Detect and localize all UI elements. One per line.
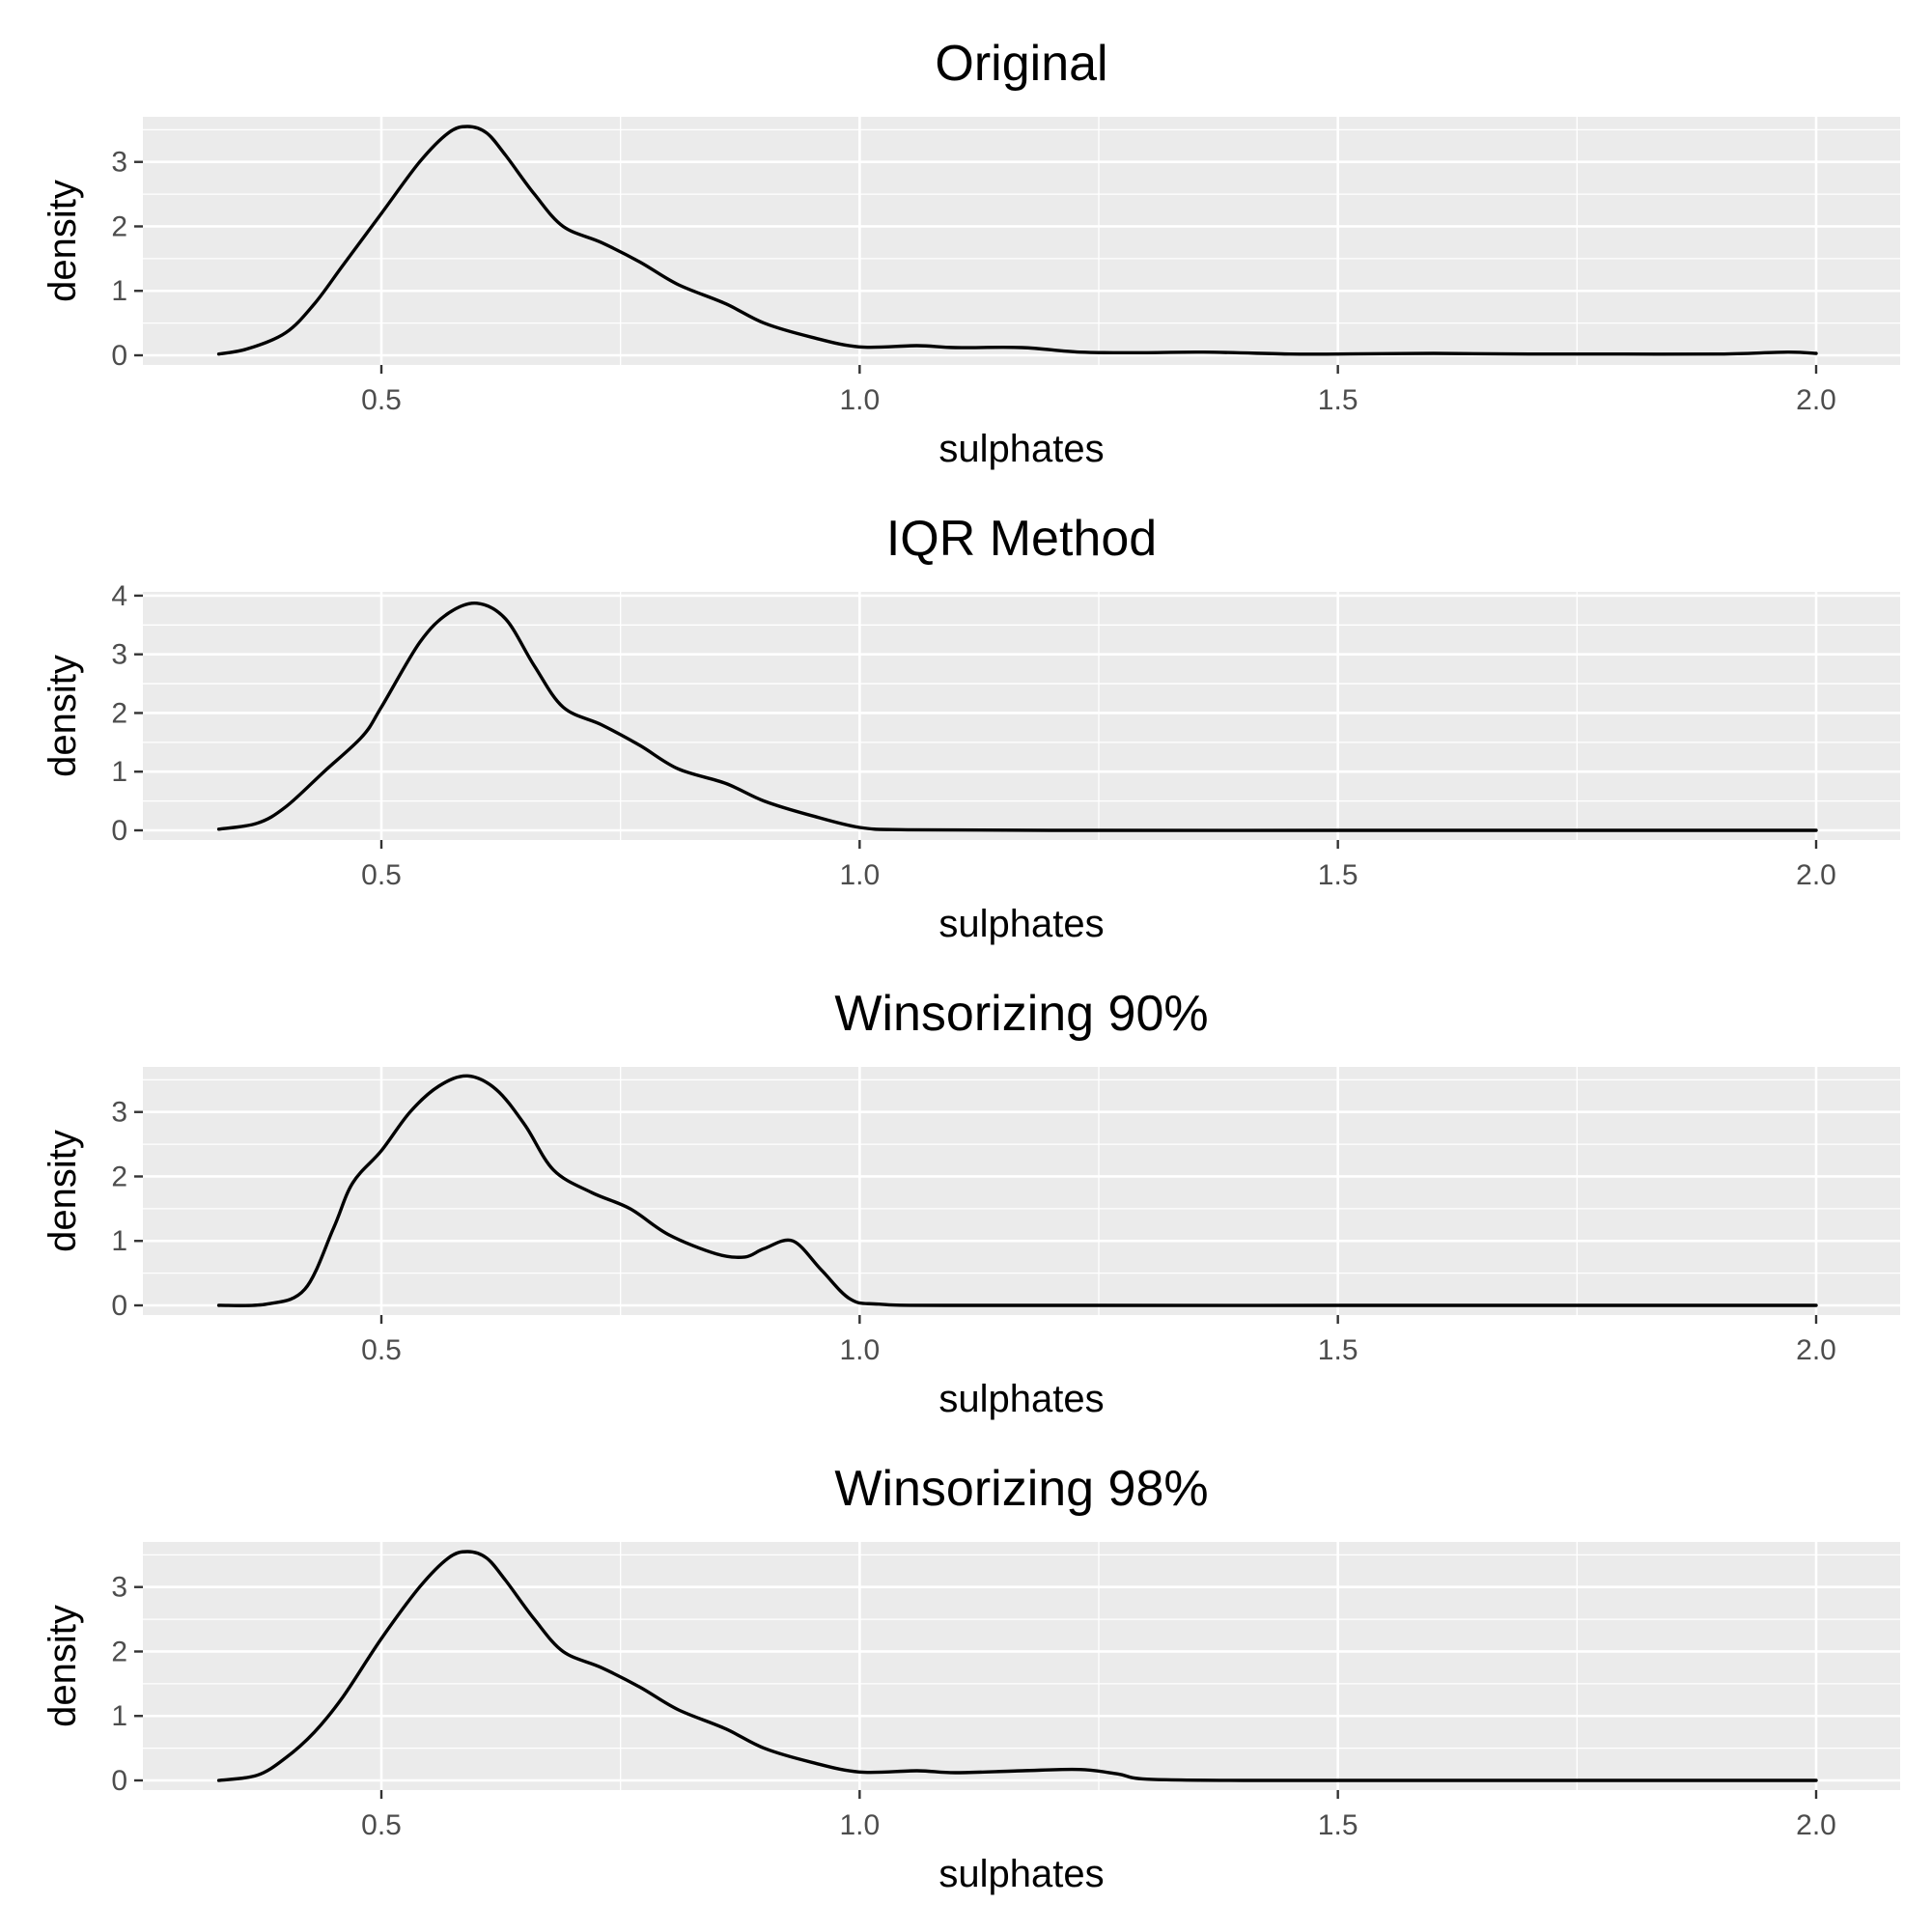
chart-title: IQR Method (886, 511, 1157, 567)
y-tick-label: 3 (111, 1097, 127, 1129)
y-axis-title: density (42, 180, 84, 302)
y-tick-label: 1 (111, 275, 127, 307)
chart-panel-3: Winsorizing 90% 0 1 2 3 0.5 1.0 1.5 2.0 sulphates… (42, 986, 1900, 1420)
plot-background (143, 1067, 1900, 1315)
x-tick-label: 1.5 (1318, 1334, 1358, 1366)
chart-panels: Original 0 1 2 3 0.5 1.0 1.5 2.0 sulphates density… (42, 36, 1900, 1895)
x-axis-title: sulphates (938, 1378, 1104, 1420)
x-tick-label: 1.5 (1318, 1809, 1358, 1841)
x-tick-label: 0.5 (361, 859, 402, 891)
density-curve (216, 601, 1818, 832)
y-tick-label: 4 (111, 580, 127, 612)
x-tick-label: 0.5 (361, 384, 402, 416)
y-tick-label: 2 (111, 697, 127, 729)
x-tick-label: 2.0 (1796, 1809, 1836, 1841)
chart-title: Winsorizing 98% (834, 1461, 1208, 1517)
y-tick-label: 2 (111, 1636, 127, 1667)
x-tick-label: 2.0 (1796, 384, 1836, 416)
y-tick-label: 0 (111, 815, 127, 847)
y-axis-title: density (42, 655, 84, 777)
x-tick-label: 0.5 (361, 1809, 402, 1841)
x-axis-title: sulphates (938, 903, 1104, 945)
y-tick-label: 2 (111, 210, 127, 242)
chart-title: Original (935, 36, 1107, 92)
chart-panel-1: Original 0 1 2 3 0.5 1.0 1.5 2.0 sulphates density (42, 36, 1900, 470)
chart-panel-2: IQR Method 0 1 2 3 4 0.5 1.0 1.5 2.0 sulphates dens… (42, 511, 1900, 945)
x-tick-label: 0.5 (361, 1334, 402, 1366)
x-axis-title: sulphates (938, 428, 1104, 470)
x-tick-label: 1.0 (839, 1334, 880, 1366)
plot-background (143, 592, 1900, 840)
x-tick-label: 1.0 (839, 859, 880, 891)
x-tick-label: 2.0 (1796, 1334, 1836, 1366)
x-tick-label: 1.0 (839, 1809, 880, 1841)
y-tick-label: 1 (111, 1225, 127, 1257)
x-axis-title: sulphates (938, 1853, 1104, 1895)
chart-title: Winsorizing 90% (834, 986, 1208, 1042)
y-tick-label: 0 (111, 1765, 127, 1797)
x-tick-label: 1.5 (1318, 384, 1358, 416)
y-axis-title: density (42, 1605, 84, 1727)
chart-panel-4: Winsorizing 98% 0 1 2 3 0.5 1.0 1.5 2.0 sulphates… (42, 1461, 1900, 1895)
y-axis-title: density (42, 1130, 84, 1252)
y-tick-label: 2 (111, 1161, 127, 1192)
y-tick-label: 0 (111, 340, 127, 372)
x-tick-label: 1.5 (1318, 859, 1358, 891)
y-tick-label: 1 (111, 756, 127, 788)
y-tick-label: 3 (111, 1572, 127, 1604)
x-tick-label: 1.0 (839, 384, 880, 416)
density-curve (216, 1550, 1818, 1782)
density-curve (216, 1074, 1818, 1307)
x-tick-label: 2.0 (1796, 859, 1836, 891)
y-tick-label: 0 (111, 1290, 127, 1322)
density-curve (216, 125, 1818, 356)
y-tick-label: 1 (111, 1700, 127, 1732)
plot-background (143, 1542, 1900, 1790)
plot-background (143, 117, 1900, 365)
y-tick-label: 3 (111, 639, 127, 671)
y-tick-label: 3 (111, 147, 127, 179)
